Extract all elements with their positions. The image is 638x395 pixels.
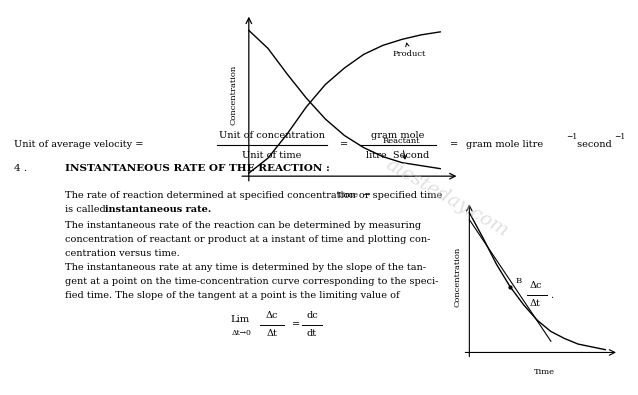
Text: Unit of average velocity =: Unit of average velocity = <box>14 141 144 149</box>
Text: INSTANTANEOUS RATE OF THE REACTION :: INSTANTANEOUS RATE OF THE REACTION : <box>65 164 330 173</box>
Text: =: = <box>450 141 458 149</box>
Text: Δt: Δt <box>530 299 541 308</box>
Text: centration versus time.: centration versus time. <box>65 248 180 258</box>
Text: Unit of concentration: Unit of concentration <box>219 130 325 139</box>
Text: Time  →: Time → <box>338 191 371 199</box>
Text: The instantaneous rate at any time is determined by the slope of the tan-: The instantaneous rate at any time is de… <box>65 263 426 271</box>
Text: Product: Product <box>392 43 426 58</box>
Text: gram mole: gram mole <box>371 130 425 139</box>
Text: Δt: Δt <box>267 329 278 339</box>
Text: .: . <box>550 290 553 299</box>
Text: Concentration: Concentration <box>453 247 461 307</box>
Text: =: = <box>292 320 300 329</box>
Text: Lim: Lim <box>230 314 249 324</box>
Text: Time: Time <box>533 368 554 376</box>
Text: B: B <box>516 276 522 284</box>
Text: =: = <box>340 141 348 149</box>
Text: litre  Second: litre Second <box>366 150 429 160</box>
Text: aiesteday.com: aiesteday.com <box>382 155 511 240</box>
Text: Concentration: Concentration <box>230 65 237 125</box>
Text: Reactant: Reactant <box>383 137 420 159</box>
Text: −1: −1 <box>614 133 625 141</box>
Text: dt: dt <box>307 329 317 339</box>
Text: instantaneous rate.: instantaneous rate. <box>105 205 211 214</box>
Text: The instantaneous rate of the reaction can be determined by measuring: The instantaneous rate of the reaction c… <box>65 220 421 229</box>
Text: Δt→0: Δt→0 <box>232 329 252 337</box>
Text: The rate of reaction determined at specified concentration or specified time: The rate of reaction determined at speci… <box>65 190 442 199</box>
Text: gent at a point on the time-concentration curve corresponding to the speci-: gent at a point on the time-concentratio… <box>65 276 438 286</box>
Text: fied time. The slope of the tangent at a point is the limiting value of: fied time. The slope of the tangent at a… <box>65 290 399 299</box>
Text: second: second <box>574 141 612 149</box>
Text: concentration of reactant or product at a instant of time and plotting con-: concentration of reactant or product at … <box>65 235 431 243</box>
Text: −1: −1 <box>566 133 577 141</box>
Text: dc: dc <box>306 312 318 320</box>
Text: 4 .: 4 . <box>14 164 27 173</box>
Text: is called: is called <box>65 205 109 214</box>
Text: Unit of time: Unit of time <box>242 150 302 160</box>
Text: gram mole litre: gram mole litre <box>466 141 543 149</box>
Text: Δc: Δc <box>530 282 542 290</box>
Text: Δc: Δc <box>266 312 278 320</box>
